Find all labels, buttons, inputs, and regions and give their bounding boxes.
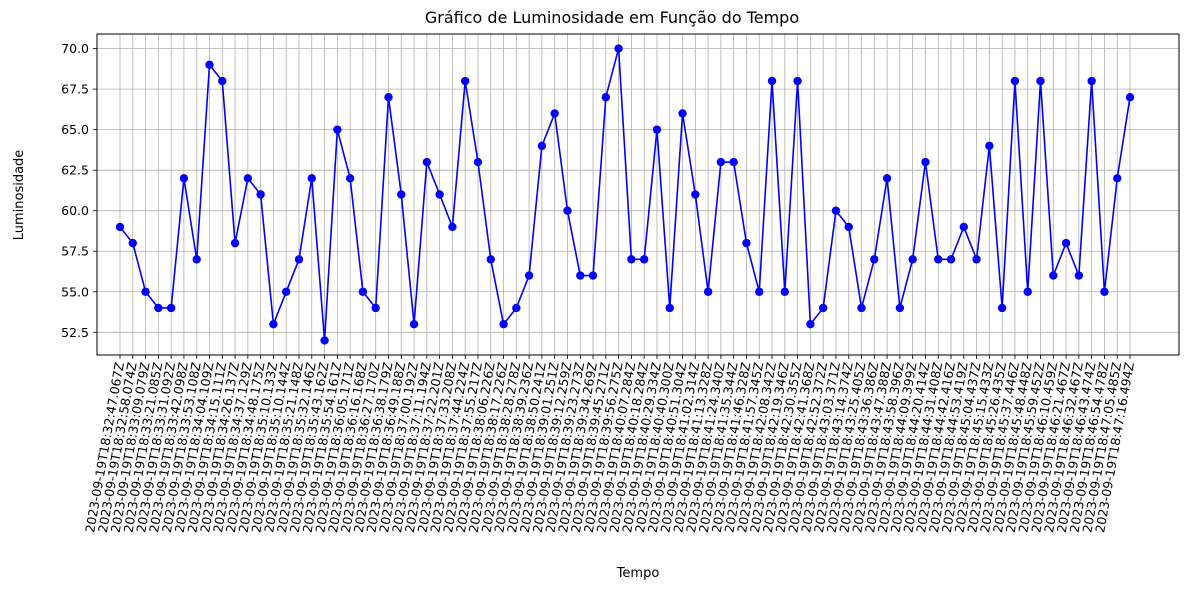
data-point <box>639 255 649 264</box>
data-point <box>627 255 636 264</box>
data-point <box>806 319 815 329</box>
y-tick-label: 55.0 <box>61 284 89 299</box>
data-point <box>192 255 201 264</box>
data-point <box>793 76 802 86</box>
y-tick-label: 65.0 <box>61 122 89 137</box>
data-point <box>384 93 393 102</box>
data-point <box>576 271 585 280</box>
data-point <box>767 76 777 86</box>
series-line <box>119 47 1131 342</box>
data-point <box>831 206 841 215</box>
data-point <box>141 287 150 296</box>
x-axis-label: Tempo <box>616 566 660 581</box>
data-point <box>1100 287 1109 296</box>
data-point <box>320 336 329 345</box>
data-point <box>397 190 406 199</box>
data-point <box>908 255 917 264</box>
data-point <box>537 141 547 151</box>
data-point <box>205 60 214 70</box>
data-point <box>115 222 125 232</box>
data-point <box>588 271 598 280</box>
data-point <box>1113 174 1122 183</box>
y-axis-label: Luminosidade <box>12 150 27 241</box>
data-point <box>1049 271 1058 280</box>
data-point <box>614 44 623 53</box>
plot-area <box>96 33 1180 356</box>
data-point <box>294 255 304 264</box>
chart-title: Gráfico de Luminosidade em Função do Tem… <box>425 8 799 27</box>
series-luminosidade <box>115 44 1135 345</box>
y-tick-label: 60.0 <box>61 203 89 218</box>
data-point <box>1087 76 1096 86</box>
x-axis-ticks: 2023-09-19T18:32:47.067Z2023-09-19T18:32… <box>82 355 1137 534</box>
data-point <box>435 190 444 199</box>
data-point <box>1125 93 1135 102</box>
data-point <box>486 255 495 264</box>
data-point <box>218 76 227 86</box>
data-point <box>921 157 930 167</box>
data-point <box>934 255 943 264</box>
y-tick-label: 62.5 <box>61 163 89 178</box>
data-point <box>460 76 470 86</box>
data-point <box>256 190 265 199</box>
data-point <box>946 255 956 264</box>
data-point <box>371 303 380 313</box>
grid <box>97 34 1179 355</box>
data-point <box>716 157 726 167</box>
data-point <box>818 303 828 313</box>
data-point <box>1023 287 1032 296</box>
y-tick-label: 57.5 <box>61 244 89 259</box>
data-point <box>128 238 137 248</box>
y-axis-ticks: 52.5 55.0 57.5 60.0 62.5 65.0 67.5 70.0 <box>61 41 97 340</box>
data-point <box>665 303 674 313</box>
data-point <box>524 271 534 280</box>
data-point <box>269 319 278 329</box>
data-point <box>882 174 892 183</box>
data-point <box>959 222 968 232</box>
data-point <box>652 125 662 134</box>
data-point <box>1010 76 1020 86</box>
data-point <box>985 141 994 151</box>
data-point <box>179 174 189 183</box>
data-point <box>473 157 483 167</box>
data-point <box>563 206 572 215</box>
data-point <box>282 287 291 296</box>
data-point <box>703 287 713 296</box>
data-point <box>1061 238 1071 248</box>
data-point <box>601 93 611 102</box>
data-point <box>243 174 253 183</box>
data-point <box>691 190 700 199</box>
data-point <box>870 255 879 264</box>
data-point <box>742 238 751 248</box>
data-point <box>844 222 853 232</box>
data-point <box>1074 271 1084 280</box>
data-point <box>230 238 240 248</box>
y-tick-label: 52.5 <box>61 325 89 340</box>
data-point <box>972 255 981 264</box>
data-point <box>154 303 163 313</box>
data-point <box>166 303 176 313</box>
data-point <box>550 109 559 118</box>
data-point <box>755 287 764 296</box>
data-point <box>512 303 521 313</box>
data-point <box>448 222 457 232</box>
data-point <box>307 174 316 183</box>
data-point <box>780 287 790 296</box>
data-point <box>422 157 432 167</box>
y-tick-label: 70.0 <box>61 41 89 56</box>
y-tick-label: 67.5 <box>61 82 89 97</box>
data-point <box>895 303 905 313</box>
data-point <box>499 319 508 329</box>
data-point <box>729 157 738 167</box>
data-point <box>333 125 342 134</box>
data-point <box>345 174 355 183</box>
data-point <box>409 319 419 329</box>
data-point <box>678 109 687 118</box>
data-point <box>997 303 1007 313</box>
data-point <box>1036 76 1045 86</box>
data-point <box>358 287 368 296</box>
data-point <box>857 303 866 313</box>
